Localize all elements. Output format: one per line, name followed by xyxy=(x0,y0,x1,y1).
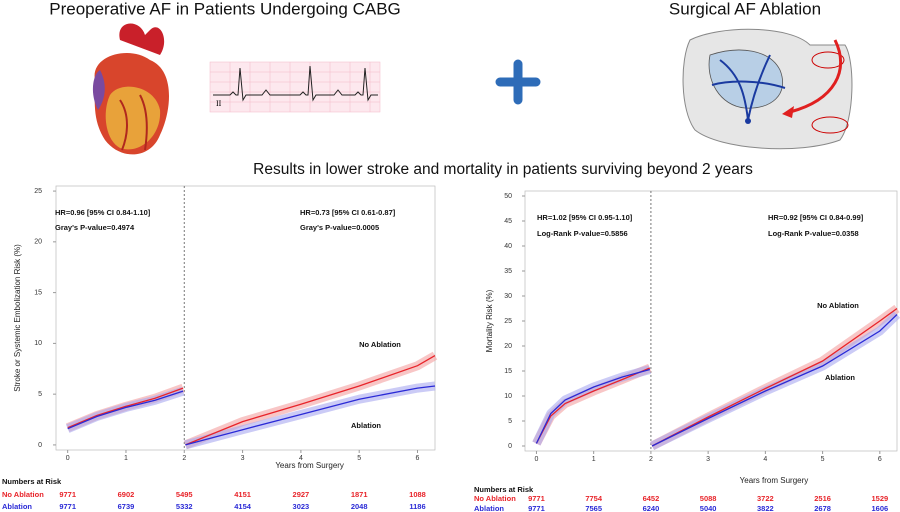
risk-count: 5495 xyxy=(176,490,193,499)
y-tick-label: 50 xyxy=(504,193,512,200)
left-title: Preoperative AF in Patients Undergoing C… xyxy=(49,0,401,18)
annotation: Gray's P-value=0.4974 xyxy=(55,223,135,232)
risk-count: 5088 xyxy=(700,494,717,503)
risk-row-label: Ablation xyxy=(474,504,504,512)
y-tick-label: 15 xyxy=(34,289,42,296)
risk-count: 3722 xyxy=(757,494,774,503)
annotation: HR=0.92 [95% CI 0.84-0.99] xyxy=(768,213,864,222)
x-tick-label: 2 xyxy=(649,456,653,463)
annotation: Log-Rank P-value=0.5856 xyxy=(537,229,628,238)
y-tick-label: 20 xyxy=(34,239,42,246)
y-tick-label: 0 xyxy=(508,443,512,450)
x-tick-label: 1 xyxy=(592,456,596,463)
risk-count: 2927 xyxy=(293,490,310,499)
risk-row-label: No Ablation xyxy=(2,490,44,499)
risk-count: 2048 xyxy=(351,502,368,511)
risk-table-title: Numbers at Risk xyxy=(474,485,534,494)
y-tick-label: 5 xyxy=(38,391,42,398)
risk-count: 5040 xyxy=(700,504,717,512)
risk-count: 1088 xyxy=(409,490,426,499)
risk-count: 3023 xyxy=(293,502,310,511)
risk-count: 9771 xyxy=(528,504,545,512)
series-line xyxy=(67,385,436,446)
annotation: Gray's P-value=0.0005 xyxy=(300,223,379,232)
series-label: Ablation xyxy=(825,373,855,382)
plot-frame xyxy=(55,185,436,451)
x-tick-label: 6 xyxy=(416,455,420,462)
risk-count: 2678 xyxy=(814,504,831,512)
annotation: Log-Rank P-value=0.0358 xyxy=(768,229,859,238)
y-tick-label: 25 xyxy=(34,188,42,195)
y-tick-label: 45 xyxy=(504,218,512,225)
risk-count: 6240 xyxy=(643,504,660,512)
y-tick-label: 30 xyxy=(504,293,512,300)
x-axis-label: Years from Surgery xyxy=(740,476,809,485)
risk-count: 9771 xyxy=(59,490,76,499)
risk-count: 1606 xyxy=(871,504,888,512)
risk-count: 1186 xyxy=(409,502,425,511)
y-tick-label: 0 xyxy=(38,442,42,449)
plus-sign xyxy=(495,59,541,105)
x-tick-label: 5 xyxy=(357,455,361,462)
annotation: HR=0.73 [95% CI 0.61-0.87] xyxy=(300,208,396,217)
risk-count: 1529 xyxy=(871,494,888,503)
series-label: Ablation xyxy=(351,421,381,430)
ecg-lead: II xyxy=(216,99,222,108)
risk-row-label: Ablation xyxy=(2,502,32,511)
y-tick-label: 10 xyxy=(504,393,512,400)
right-title: Surgical AF Ablation xyxy=(669,0,821,18)
x-tick-label: 4 xyxy=(763,456,767,463)
y-axis-label: Stroke or Systemic Embolization Risk (%) xyxy=(13,244,22,392)
subtitle: Results in lower stroke and mortality in… xyxy=(253,161,753,178)
risk-count: 9771 xyxy=(528,494,545,503)
x-tick-label: 3 xyxy=(241,455,245,462)
x-tick-label: 6 xyxy=(878,456,882,463)
x-tick-label: 5 xyxy=(821,456,825,463)
y-tick-label: 5 xyxy=(508,418,512,425)
x-axis-label: Years from Surgery xyxy=(275,461,344,470)
y-tick-label: 20 xyxy=(504,343,512,350)
risk-table-title: Numbers at Risk xyxy=(2,477,62,486)
risk-count: 3822 xyxy=(757,504,774,512)
ecg-strip: II xyxy=(209,61,381,113)
risk-count: 4151 xyxy=(234,490,251,499)
y-tick-label: 10 xyxy=(34,340,42,347)
series-label: No Ablation xyxy=(359,340,401,349)
x-tick-label: 0 xyxy=(534,456,538,463)
series-line xyxy=(535,307,898,447)
y-tick-label: 40 xyxy=(504,243,512,250)
risk-count: 6902 xyxy=(118,490,135,499)
risk-count: 6452 xyxy=(643,494,660,503)
risk-count: 1871 xyxy=(351,490,368,499)
risk-count: 6739 xyxy=(118,502,135,511)
risk-row-label: No Ablation xyxy=(474,494,516,503)
ablation-illustration xyxy=(682,28,853,150)
x-tick-label: 2 xyxy=(182,455,186,462)
series-label: No Ablation xyxy=(817,301,859,310)
risk-count: 9771 xyxy=(59,502,76,511)
annotation: HR=0.96 [95% CI 0.84-1.10] xyxy=(55,208,151,217)
series-line xyxy=(535,314,898,447)
y-tick-label: 15 xyxy=(504,368,512,375)
y-tick-label: 25 xyxy=(504,318,512,325)
risk-count: 5332 xyxy=(176,502,193,511)
series-line xyxy=(67,355,436,446)
risk-count: 4154 xyxy=(234,502,252,511)
x-tick-label: 1 xyxy=(124,455,128,462)
y-tick-label: 35 xyxy=(504,268,512,275)
risk-count: 7754 xyxy=(585,494,603,503)
annotation: HR=1.02 [95% CI 0.95-1.10] xyxy=(537,213,633,222)
heart-illustration xyxy=(92,23,170,155)
x-tick-label: 4 xyxy=(299,455,303,462)
y-axis-label: Mortality Risk (%) xyxy=(485,289,494,352)
x-tick-label: 0 xyxy=(66,455,70,462)
risk-count: 7565 xyxy=(585,504,602,512)
risk-count: 2516 xyxy=(814,494,831,503)
x-tick-label: 3 xyxy=(706,456,710,463)
